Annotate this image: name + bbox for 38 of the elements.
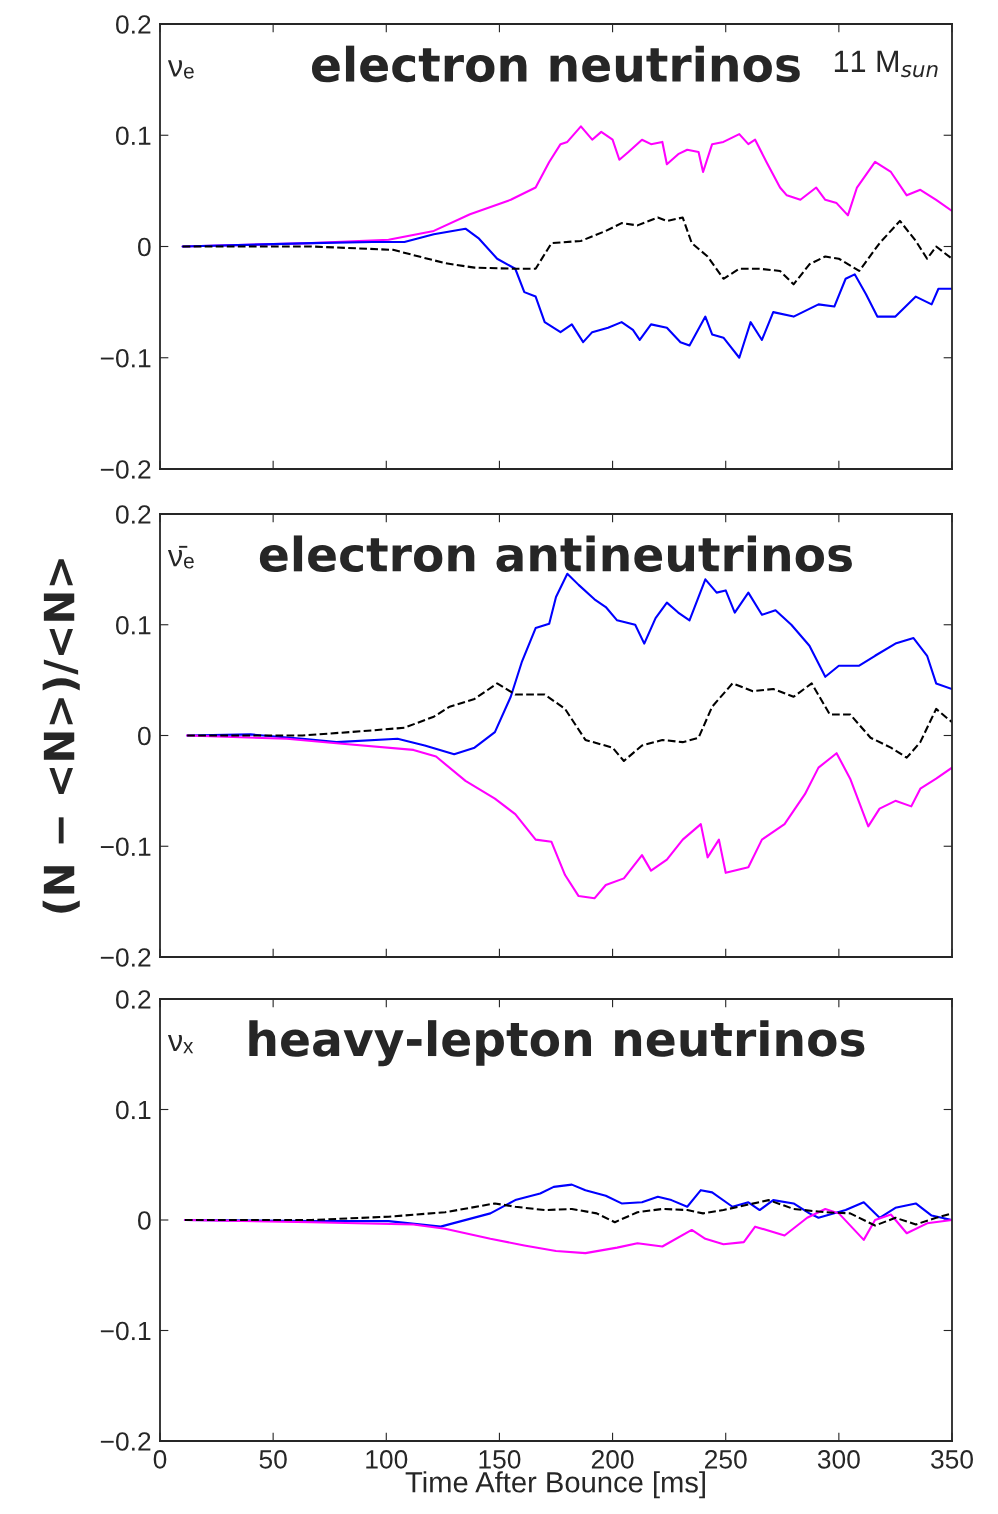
y-tick-label: 0.2 <box>116 990 151 1009</box>
x-tick-label: 100 <box>366 1450 408 1469</box>
line-series <box>181 216 952 286</box>
x-tick-label: 250 <box>705 1450 747 1469</box>
y-tick-label: 0.2 <box>116 15 151 34</box>
chart-title: electron antineutrinos <box>259 535 852 572</box>
y-tick-label: 0.1 <box>116 615 151 635</box>
y-tick-label: 0.2 <box>116 505 151 524</box>
y-tick-label: 0 <box>138 1211 151 1230</box>
y-tick-label: 0.1 <box>116 126 151 146</box>
chart-title: heavy-lepton neutrinos <box>249 1020 865 1067</box>
x-tick-label: 300 <box>817 1450 860 1469</box>
x-tick-label: 50 <box>259 1450 287 1469</box>
annotation: νₓ <box>167 1034 194 1054</box>
line-series <box>183 1207 952 1255</box>
x-tick-label: 0 <box>153 1450 167 1469</box>
y-tick-label: −0.2 <box>100 1432 151 1451</box>
chart-title: electron neutrinos <box>311 45 800 83</box>
y-axis-title: (N − <N>)/<N> <box>42 559 80 913</box>
y-tick-label: −0.1 <box>100 348 151 368</box>
line-series <box>181 227 952 359</box>
y-tick-label: −0.2 <box>100 948 151 967</box>
y-tick-label: 0 <box>138 726 151 746</box>
annotation: 11 M$_{sun}$ <box>834 50 938 78</box>
y-tick-label: −0.2 <box>100 460 151 479</box>
line-series <box>186 682 952 763</box>
x-axis-title: Time After Bounce [ms] <box>405 1471 705 1499</box>
y-tick-label: −0.1 <box>100 1321 151 1341</box>
y-tick-label: 0.1 <box>116 1100 151 1120</box>
line-series <box>186 734 952 900</box>
line-series <box>183 1199 952 1227</box>
x-tick-label: 150 <box>479 1450 521 1469</box>
annotation: νₑ <box>167 60 194 79</box>
x-tick-label: 200 <box>591 1450 634 1469</box>
x-tick-label: 350 <box>930 1450 973 1469</box>
annotation: ν̄ₑ <box>167 545 194 569</box>
y-tick-label: −0.1 <box>100 837 151 857</box>
y-tick-label: 0 <box>138 237 151 257</box>
